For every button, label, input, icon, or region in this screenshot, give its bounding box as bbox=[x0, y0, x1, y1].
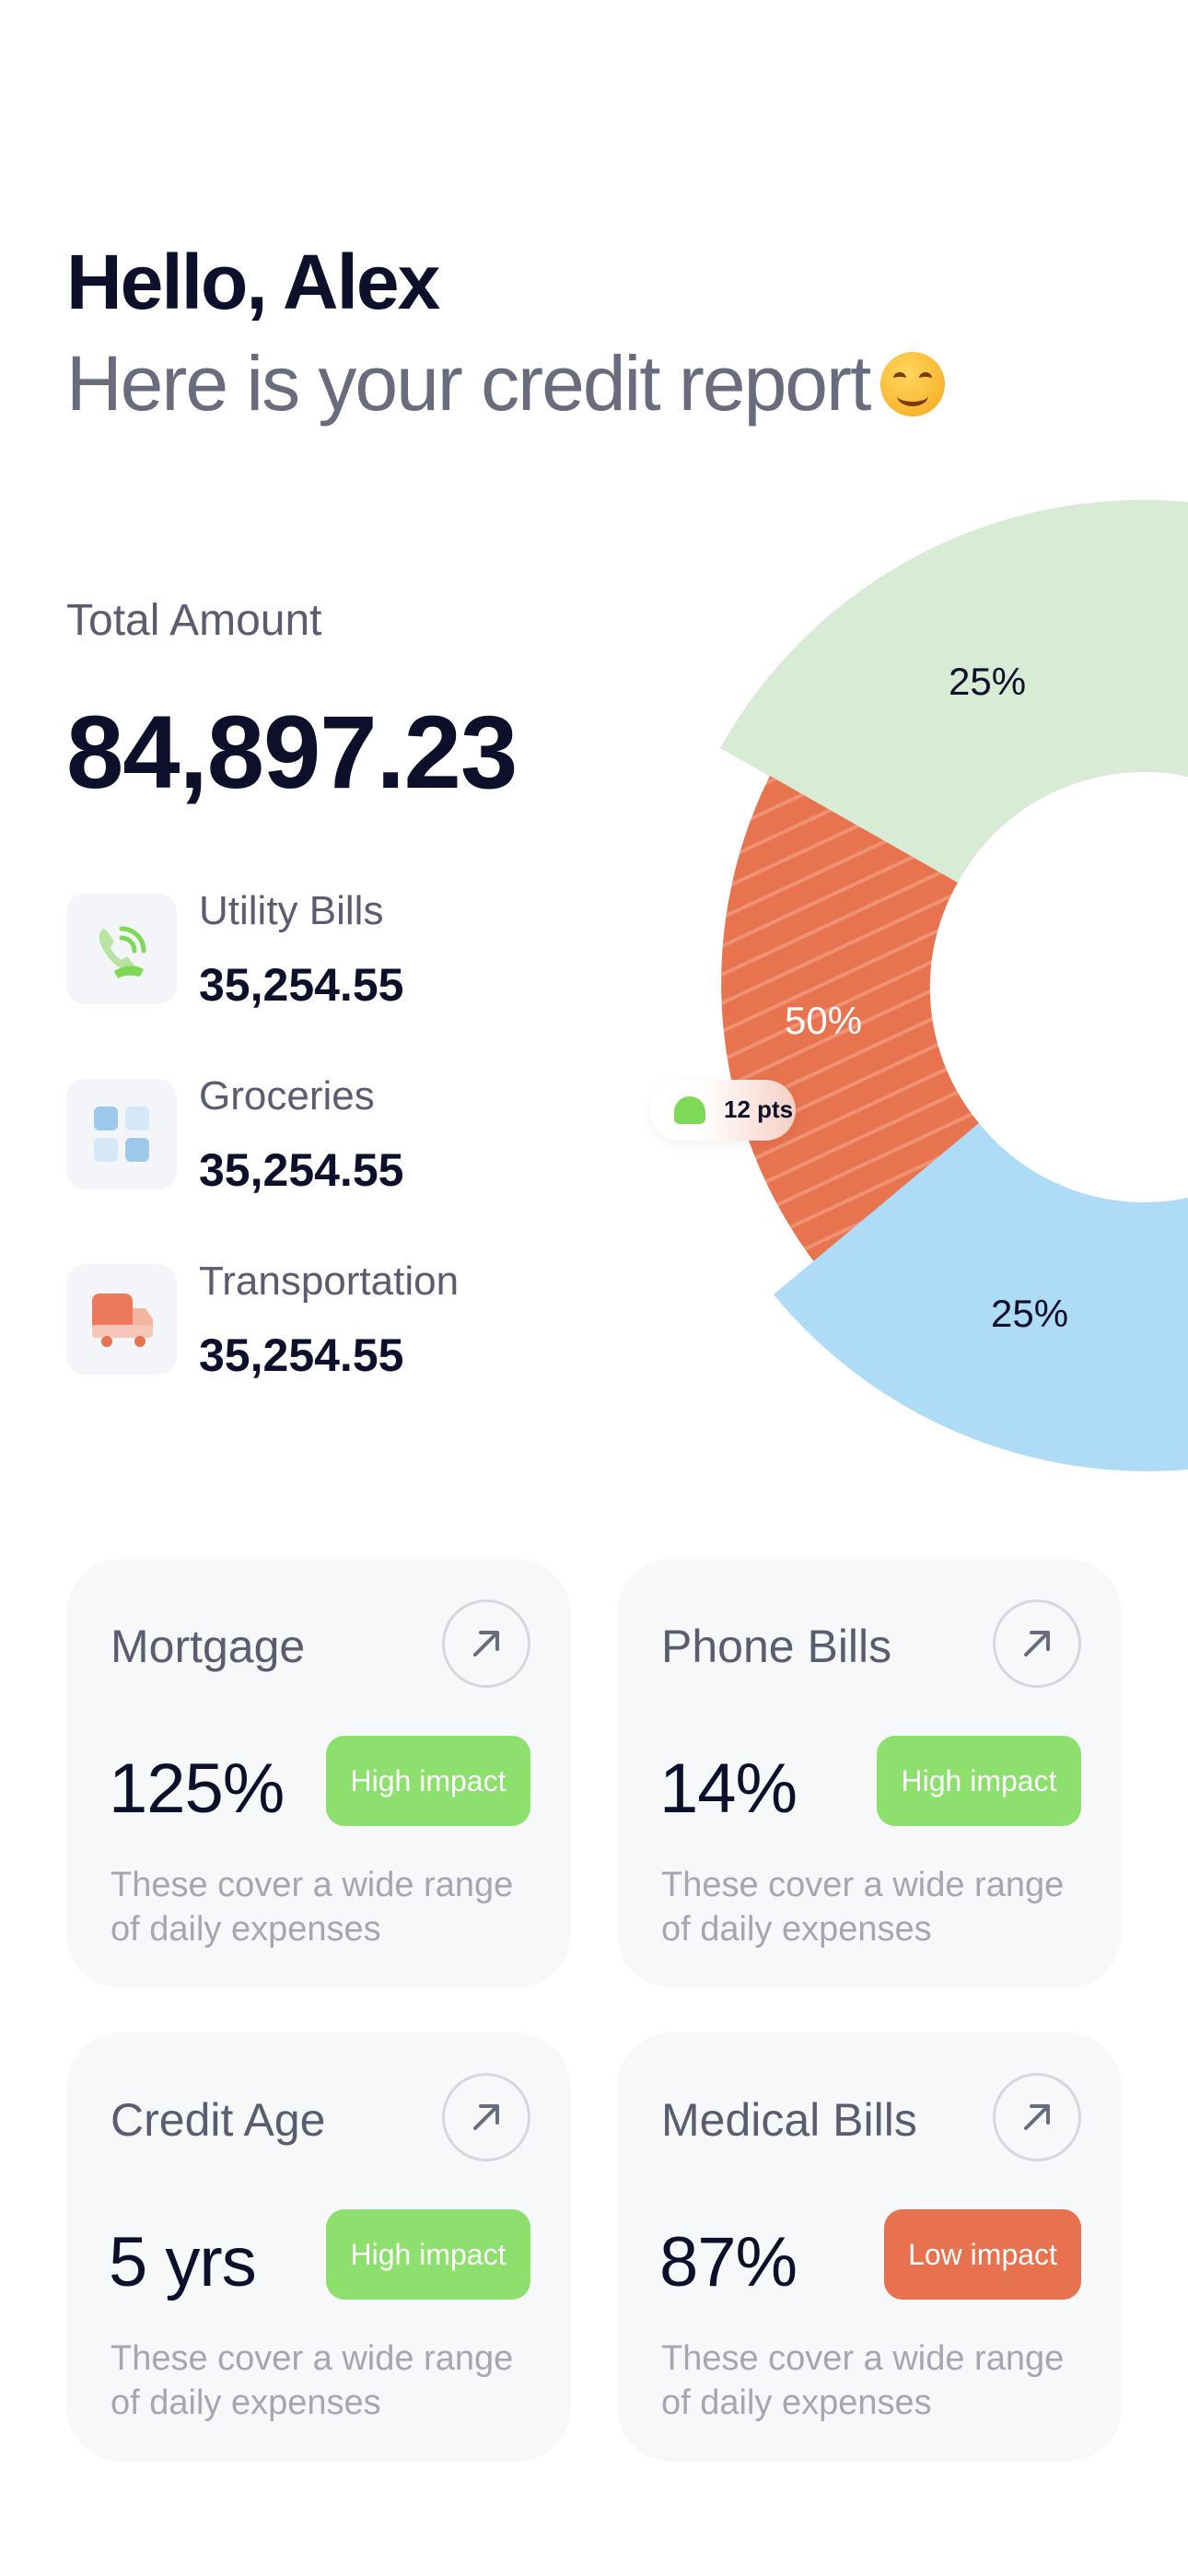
score-icon bbox=[674, 1096, 705, 1124]
impact-badge: High impact bbox=[326, 2209, 530, 2300]
card-value: 87% bbox=[659, 2223, 798, 2301]
card-description: These cover a wide range of daily expens… bbox=[111, 1866, 514, 1949]
card-description: These cover a wide range of daily expens… bbox=[111, 2339, 514, 2422]
subtitle-text: Here is your credit report bbox=[66, 340, 871, 427]
card-credit-age[interactable]: Credit Age 5 yrs High impact These cover… bbox=[66, 2032, 571, 2462]
donut-label-blue: 25% bbox=[991, 1292, 1069, 1335]
card-title: Phone Bills bbox=[661, 1621, 892, 1672]
category-label: Transportation bbox=[199, 1259, 460, 1304]
smiley-emoji-icon bbox=[880, 351, 946, 416]
card-value: 14% bbox=[659, 1750, 798, 1828]
phone-icon bbox=[66, 894, 177, 1004]
donut-label-green: 25% bbox=[949, 660, 1027, 703]
greeting-title: Hello, Alex bbox=[66, 239, 440, 325]
category-label: Utility Bills bbox=[199, 888, 384, 933]
card-title: Mortgage bbox=[111, 1621, 306, 1672]
category-value: 35,254.55 bbox=[199, 1144, 404, 1196]
credit-donut-chart bbox=[720, 499, 1188, 1471]
card-value: 5 yrs bbox=[109, 2223, 257, 2301]
card-medical-bills[interactable]: Medical Bills 87% Low impact These cover… bbox=[617, 2032, 1122, 2462]
donut-segment-blue bbox=[774, 1123, 1188, 1471]
card-value: 125% bbox=[109, 1750, 285, 1828]
open-details-button[interactable] bbox=[993, 2073, 1081, 2161]
impact-badge: High impact bbox=[877, 1736, 1081, 1826]
category-label: Groceries bbox=[199, 1073, 375, 1118]
grid-icon bbox=[66, 1079, 177, 1189]
donut-segment-orange bbox=[721, 776, 979, 1267]
total-amount-label: Total Amount bbox=[66, 596, 322, 645]
arrow-up-right-icon bbox=[473, 1631, 499, 1657]
category-value: 35,254.55 bbox=[199, 1329, 404, 1381]
arrow-up-right-icon bbox=[473, 2104, 499, 2130]
card-description: These cover a wide range of daily expens… bbox=[661, 1866, 1065, 1949]
points-badge: 12 pts bbox=[650, 1080, 796, 1141]
arrow-up-right-icon bbox=[1024, 1631, 1050, 1657]
open-details-button[interactable] bbox=[993, 1599, 1081, 1688]
open-details-button[interactable] bbox=[442, 2073, 530, 2161]
card-phone-bills[interactable]: Phone Bills 14% High impact These cover … bbox=[617, 1559, 1122, 1988]
category-utility-bills[interactable]: Utility Bills 35,254.55 bbox=[66, 888, 582, 1011]
donut-label-orange: 50% bbox=[785, 999, 863, 1042]
category-transportation[interactable]: Transportation 35,254.55 bbox=[66, 1259, 582, 1381]
page-subtitle: Here is your credit report bbox=[66, 339, 946, 428]
card-title: Medical Bills bbox=[661, 2094, 917, 2146]
open-details-button[interactable] bbox=[442, 1599, 530, 1688]
arrow-up-right-icon bbox=[1024, 2104, 1050, 2130]
card-title: Credit Age bbox=[111, 2094, 326, 2146]
truck-icon bbox=[66, 1264, 177, 1375]
category-groceries[interactable]: Groceries 35,254.55 bbox=[66, 1073, 582, 1196]
points-text: 12 pts bbox=[724, 1095, 794, 1123]
card-description: These cover a wide range of daily expens… bbox=[661, 2339, 1065, 2422]
card-mortgage[interactable]: Mortgage 125% High impact These cover a … bbox=[66, 1559, 571, 1988]
total-amount-value: 84,897.23 bbox=[66, 695, 518, 810]
impact-badge: High impact bbox=[326, 1736, 530, 1826]
category-value: 35,254.55 bbox=[199, 959, 404, 1011]
impact-badge: Low impact bbox=[884, 2209, 1081, 2300]
donut-segment-green bbox=[720, 499, 1188, 883]
